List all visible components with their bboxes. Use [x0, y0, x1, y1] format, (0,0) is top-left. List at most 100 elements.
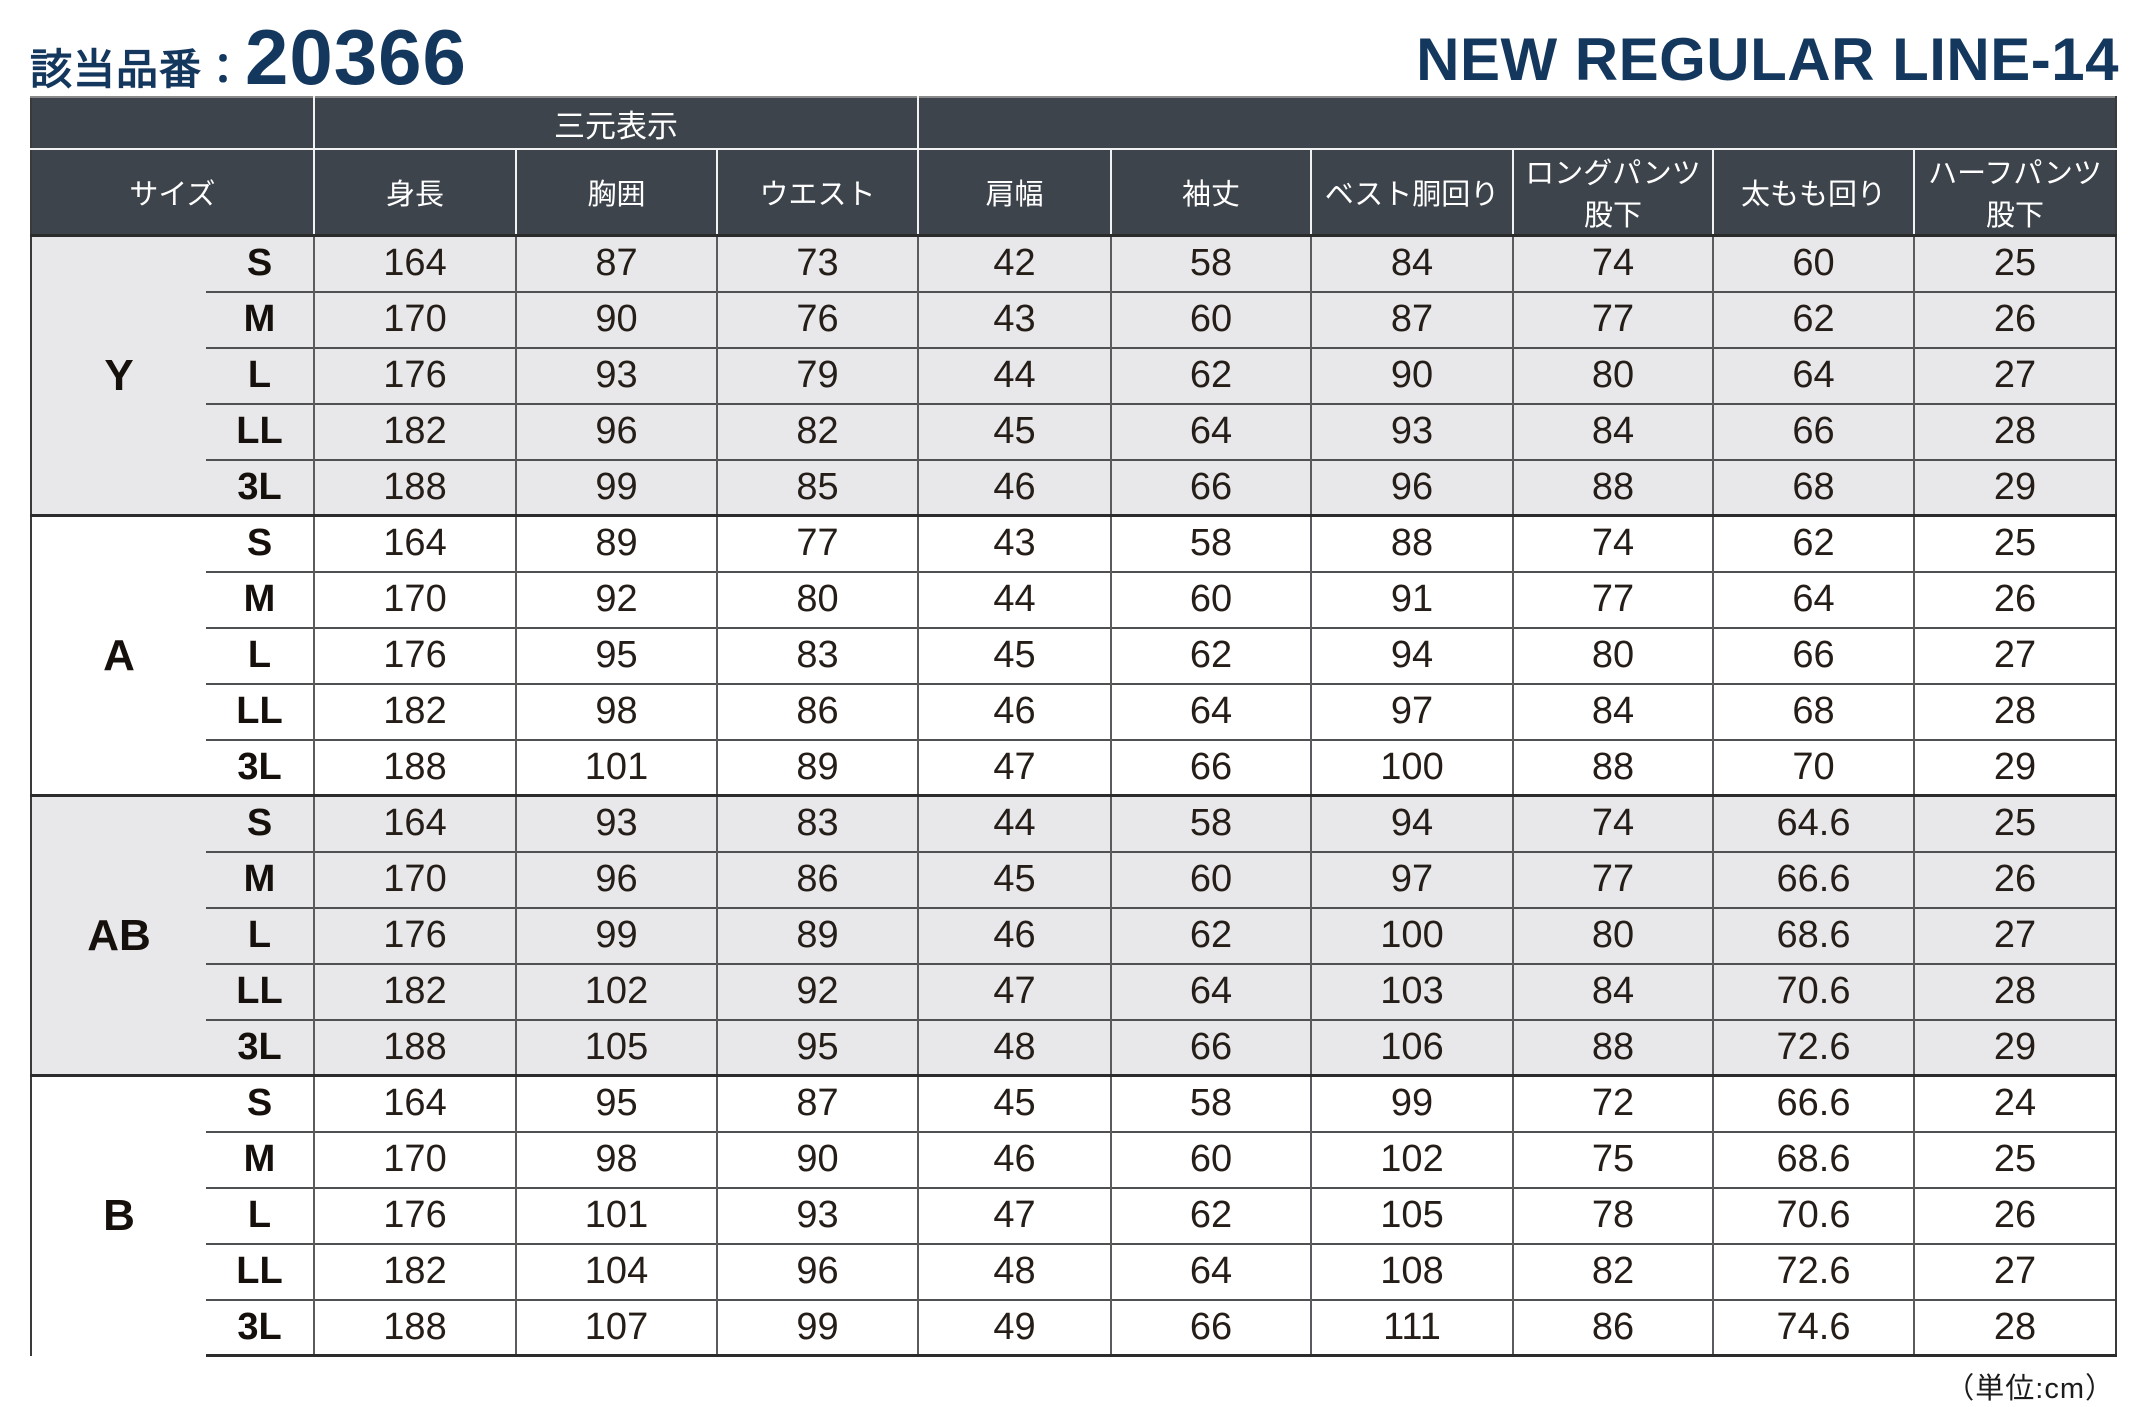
- measurement-value: 74.6: [1712, 1298, 1914, 1357]
- column-header-waist: ウエスト: [716, 148, 919, 237]
- measurement-value: 73: [716, 234, 918, 292]
- measurement-value: 26: [1912, 1186, 2118, 1244]
- measurement-value: 77: [1512, 570, 1713, 628]
- measurement-value: 82: [716, 402, 918, 460]
- measurement-value: 60: [1712, 234, 1914, 292]
- measurement-value: 111: [1310, 1298, 1513, 1357]
- measurement-value: 86: [1512, 1298, 1713, 1357]
- column-header-vest-girth: ベスト胴回り: [1310, 148, 1514, 237]
- measurement-value: 66: [1110, 458, 1311, 516]
- product-number: 20366: [245, 13, 467, 101]
- measurement-value: 43: [917, 514, 1111, 572]
- measurement-value: 105: [515, 1018, 717, 1076]
- measurement-value: 27: [1912, 906, 2118, 964]
- measurement-value: 84: [1512, 682, 1713, 740]
- measurement-value: 26: [1912, 570, 2118, 628]
- measurement-value: 45: [917, 402, 1111, 460]
- measurement-value: 47: [917, 962, 1111, 1020]
- measurement-value: 97: [1310, 682, 1513, 740]
- measurement-value: 27: [1912, 1242, 2118, 1300]
- measurement-value: 29: [1912, 458, 2118, 516]
- measurement-value: 90: [716, 1130, 918, 1188]
- measurement-value: 83: [716, 794, 918, 852]
- measurement-value: 82: [1512, 1242, 1713, 1300]
- size-label: M: [206, 290, 314, 348]
- size-group-label: A: [30, 514, 206, 796]
- size-group-label: B: [30, 1074, 206, 1356]
- measurement-value: 62: [1110, 626, 1311, 684]
- measurement-value: 46: [917, 906, 1111, 964]
- measurement-value: 188: [313, 738, 516, 796]
- measurement-value: 78: [1512, 1186, 1713, 1244]
- size-label: L: [206, 906, 314, 964]
- measurement-value: 100: [1310, 738, 1513, 796]
- measurement-value: 103: [1310, 962, 1513, 1020]
- measurement-value: 84: [1310, 234, 1513, 292]
- size-label: 3L: [206, 458, 314, 516]
- measurement-value: 64: [1110, 402, 1311, 460]
- measurement-value: 95: [515, 1074, 717, 1132]
- measurement-value: 80: [1512, 346, 1713, 404]
- measurement-value: 58: [1110, 1074, 1311, 1132]
- measurement-value: 58: [1110, 794, 1311, 852]
- size-label: S: [206, 794, 314, 852]
- measurement-value: 28: [1912, 402, 2118, 460]
- measurement-value: 105: [1310, 1186, 1513, 1244]
- measurement-value: 79: [716, 346, 918, 404]
- measurement-value: 100: [1310, 906, 1513, 964]
- size-label: S: [206, 514, 314, 572]
- measurement-value: 46: [917, 458, 1111, 516]
- measurement-value: 94: [1310, 794, 1513, 852]
- measurement-value: 89: [716, 738, 918, 796]
- measurement-value: 176: [313, 906, 516, 964]
- measurement-value: 28: [1912, 682, 2118, 740]
- measurement-value: 25: [1912, 1130, 2118, 1188]
- measurement-value: 60: [1110, 850, 1311, 908]
- product-title: 該当品番： 20366: [30, 18, 467, 96]
- size-group-label: AB: [30, 794, 206, 1076]
- table-row: 3L 188 101 89 47 66 100 88 70 29: [31, 738, 2118, 796]
- measurement-value: 188: [313, 1298, 516, 1357]
- measurement-value: 62: [1110, 346, 1311, 404]
- measurement-value: 83: [716, 626, 918, 684]
- measurement-value: 182: [313, 1242, 516, 1300]
- measurement-value: 64: [1110, 682, 1311, 740]
- measurement-value: 25: [1912, 794, 2118, 852]
- three-measure-header: 三元表示: [313, 96, 919, 150]
- measurement-value: 102: [515, 962, 717, 1020]
- measurement-value: 98: [515, 1130, 717, 1188]
- table-row: M 170 90 76 43 60 87 77 62 26: [31, 290, 2118, 348]
- measurement-value: 70.6: [1712, 962, 1914, 1020]
- measurement-value: 96: [515, 402, 717, 460]
- column-header-size: サイズ: [30, 148, 315, 237]
- measurement-value: 164: [313, 234, 516, 292]
- table-row: B S 164 95 87 45 58 99 72 66.6 24: [30, 1074, 2118, 1356]
- measurement-value: 66: [1110, 1298, 1311, 1357]
- measurement-value: 170: [313, 290, 516, 348]
- measurement-value: 91: [1310, 570, 1513, 628]
- measurement-value: 80: [716, 570, 918, 628]
- measurement-value: 70: [1712, 738, 1914, 796]
- table-row: 3L 188 105 95 48 66 106 88 72.6 29: [31, 1018, 2118, 1076]
- measurement-value: 182: [313, 682, 516, 740]
- table-row: Y S 164 87 73 42 58 84 74 60 25: [30, 234, 2118, 516]
- measurement-value: 48: [917, 1018, 1111, 1076]
- table-header: 三元表示 サイズ 身長 胸囲 ウエスト 肩幅 袖丈 ベスト胴回り ロングパンツ股…: [30, 96, 2118, 237]
- column-header-row: サイズ 身長 胸囲 ウエスト 肩幅 袖丈 ベスト胴回り ロングパンツ股下 太もも…: [30, 148, 2118, 237]
- table-row: L 176 93 79 44 62 90 80 64 27: [31, 346, 2118, 404]
- measurement-value: 107: [515, 1298, 717, 1357]
- size-label: 3L: [206, 1018, 314, 1076]
- measurement-value: 188: [313, 1018, 516, 1076]
- size-label: L: [206, 346, 314, 404]
- measurement-value: 68: [1712, 682, 1914, 740]
- size-group-label: Y: [30, 234, 206, 516]
- measurement-value: 170: [313, 570, 516, 628]
- size-label: S: [206, 234, 314, 292]
- column-header-long-pants-inseam: ロングパンツ股下: [1512, 148, 1714, 237]
- table-row: L 176 99 89 46 62 100 80 68.6 27: [31, 906, 2118, 964]
- column-header-shoulder: 肩幅: [917, 148, 1112, 237]
- measurement-value: 70.6: [1712, 1186, 1914, 1244]
- measurement-value: 68.6: [1712, 906, 1914, 964]
- title-bar: 該当品番： 20366 NEW REGULAR LINE-14: [0, 0, 2149, 96]
- measurement-value: 29: [1912, 738, 2118, 796]
